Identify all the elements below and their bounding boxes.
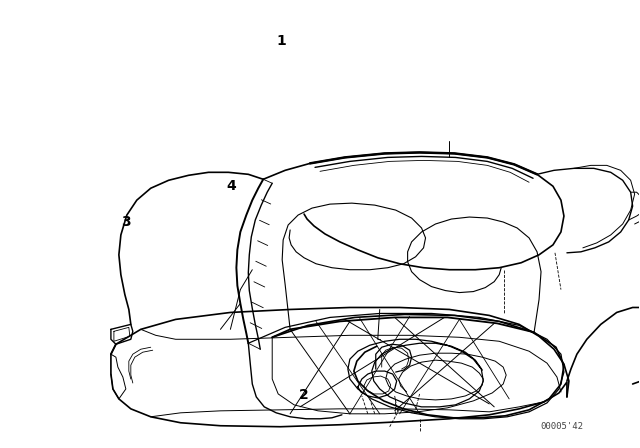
Text: 2: 2 [299,388,309,402]
Text: 3: 3 [121,215,131,229]
Text: 1: 1 [277,34,287,48]
Text: 4: 4 [226,179,236,193]
Text: 00005'42: 00005'42 [541,422,584,431]
